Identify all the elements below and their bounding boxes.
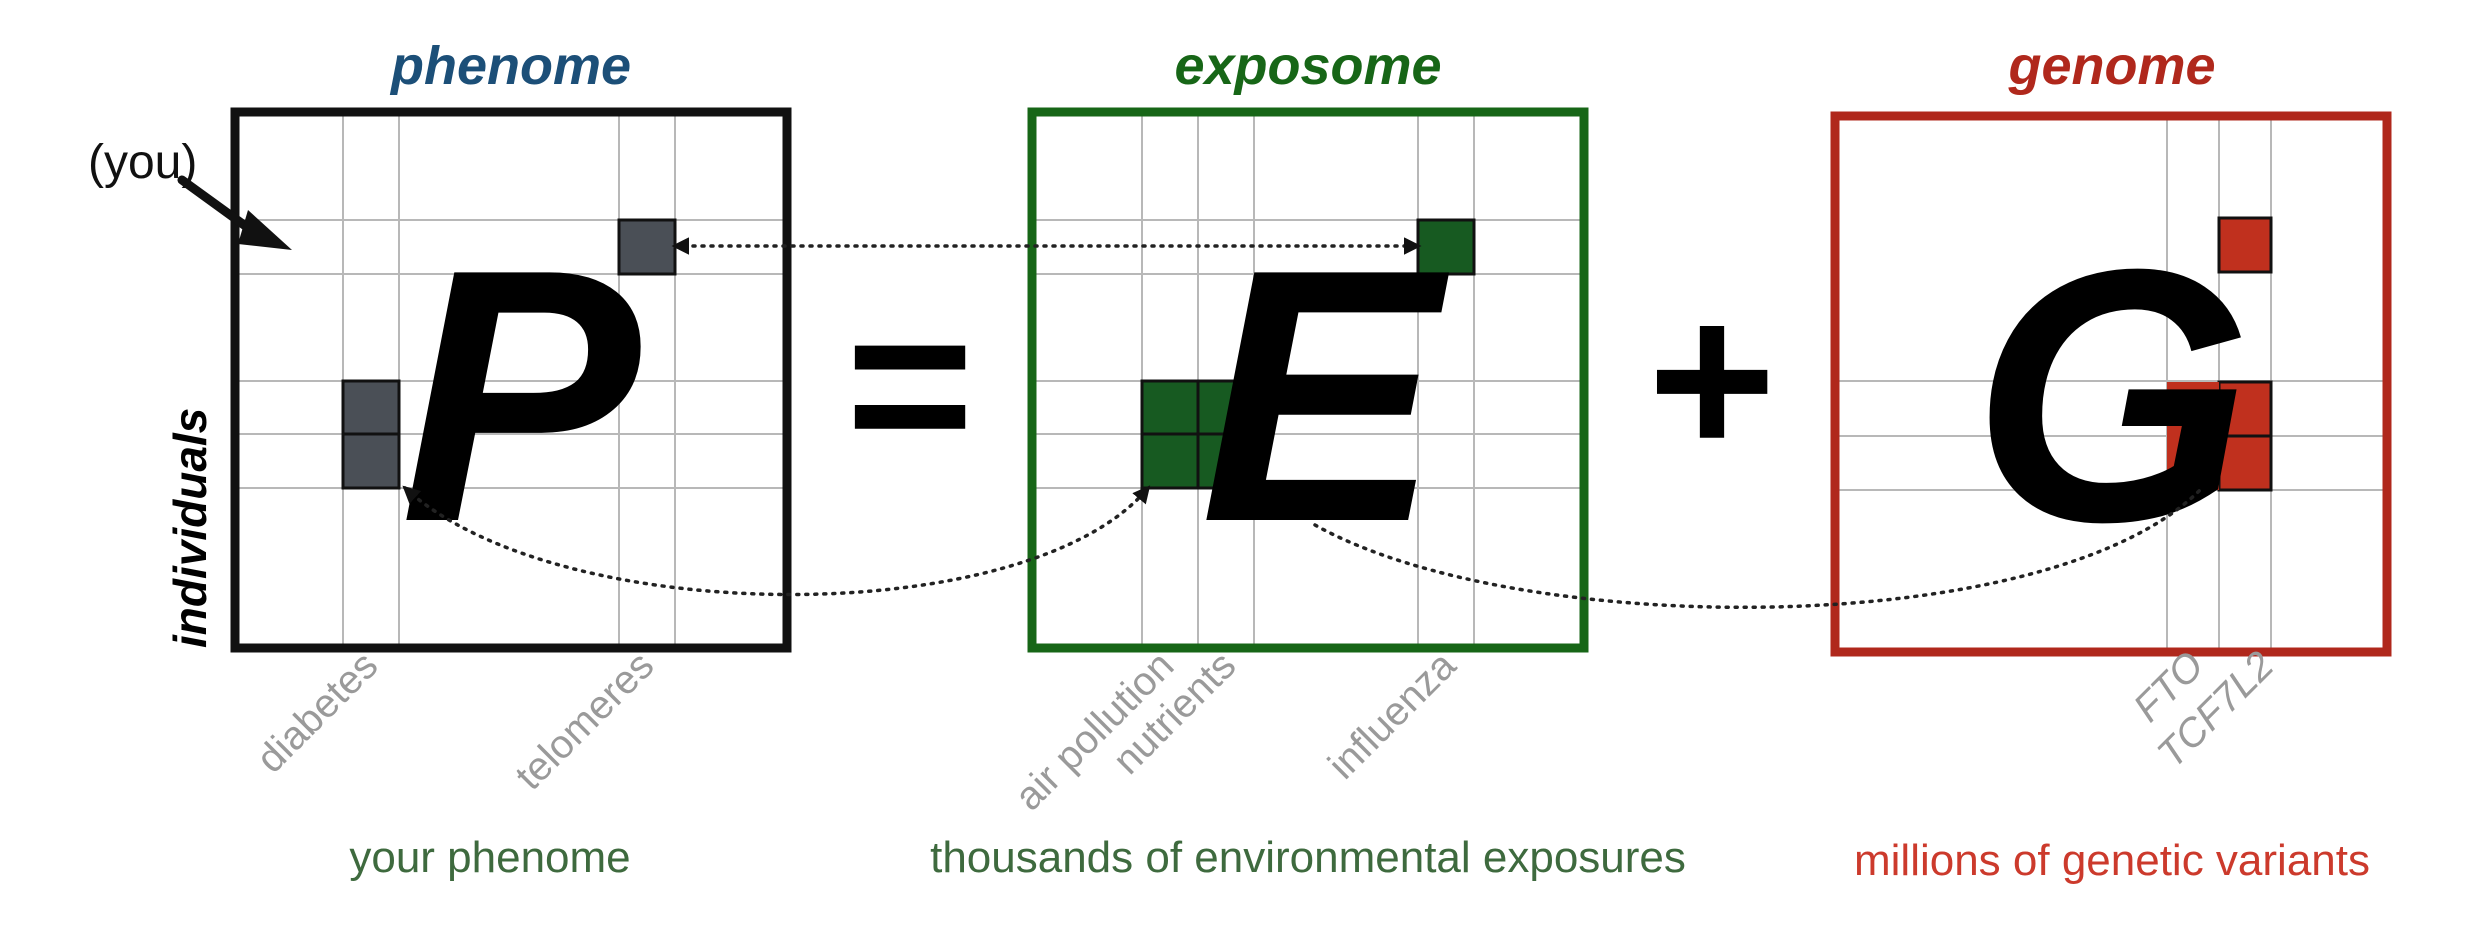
- exposome-cell-nutrients-2: [1196, 432, 1256, 490]
- exposome-caption: thousands of environmental exposures: [930, 833, 1686, 882]
- phenome-cell-diabetes-2: [341, 432, 401, 490]
- exposome-cell-air-pollution-1: [1140, 379, 1200, 436]
- genome-frame: [1830, 111, 2392, 657]
- genome-cell-fto-top: [2217, 216, 2273, 274]
- phenome-cell-diabetes-1: [341, 379, 401, 436]
- genome-cell-fto-2: [2167, 436, 2219, 490]
- genome-cell-fto-1: [2167, 382, 2219, 436]
- label-influenza: influenza: [1320, 643, 1465, 788]
- phenome-panel: P phenome: [230, 36, 792, 653]
- genome-grid: [1835, 112, 2387, 648]
- plus-operator: +: [1648, 256, 1776, 502]
- exposome-grid: [1032, 112, 1584, 648]
- exposome-frame: [1027, 107, 1589, 653]
- exposome-title: exposome: [1174, 36, 1441, 96]
- link-diabetes-air-pollution: [402, 485, 1151, 597]
- exposome-panel: E exposome: [1027, 36, 1589, 653]
- label-telomeres: telomeres: [507, 643, 662, 798]
- genome-caption: millions of genetic variants: [1854, 836, 2370, 885]
- exposome-cell-influenza: [1416, 218, 1476, 276]
- phenome-title: phenome: [389, 36, 631, 96]
- you-pointer-icon: [177, 175, 292, 250]
- genome-letter: G: [1972, 195, 2252, 597]
- exposome-cell-nutrients-1: [1196, 379, 1256, 436]
- label-diabetes: diabetes: [248, 643, 386, 781]
- link-nutrients-fto: [1313, 488, 2202, 610]
- association-links: [402, 237, 2202, 610]
- phenome-letter: P: [400, 195, 642, 597]
- individuals-axis-label: individuals: [164, 408, 216, 648]
- exposome-letter: E: [1200, 195, 1453, 597]
- phenome-frame: [230, 107, 792, 653]
- column-labels: diabetes telomeres air pollution nutrien…: [248, 643, 2282, 819]
- phenome-caption: your phenome: [349, 833, 630, 882]
- genome-panel: G genome: [1830, 36, 2392, 657]
- exposome-cell-air-pollution-2: [1140, 432, 1200, 490]
- equals-operator: =: [846, 261, 974, 507]
- genome-title: genome: [2007, 36, 2215, 96]
